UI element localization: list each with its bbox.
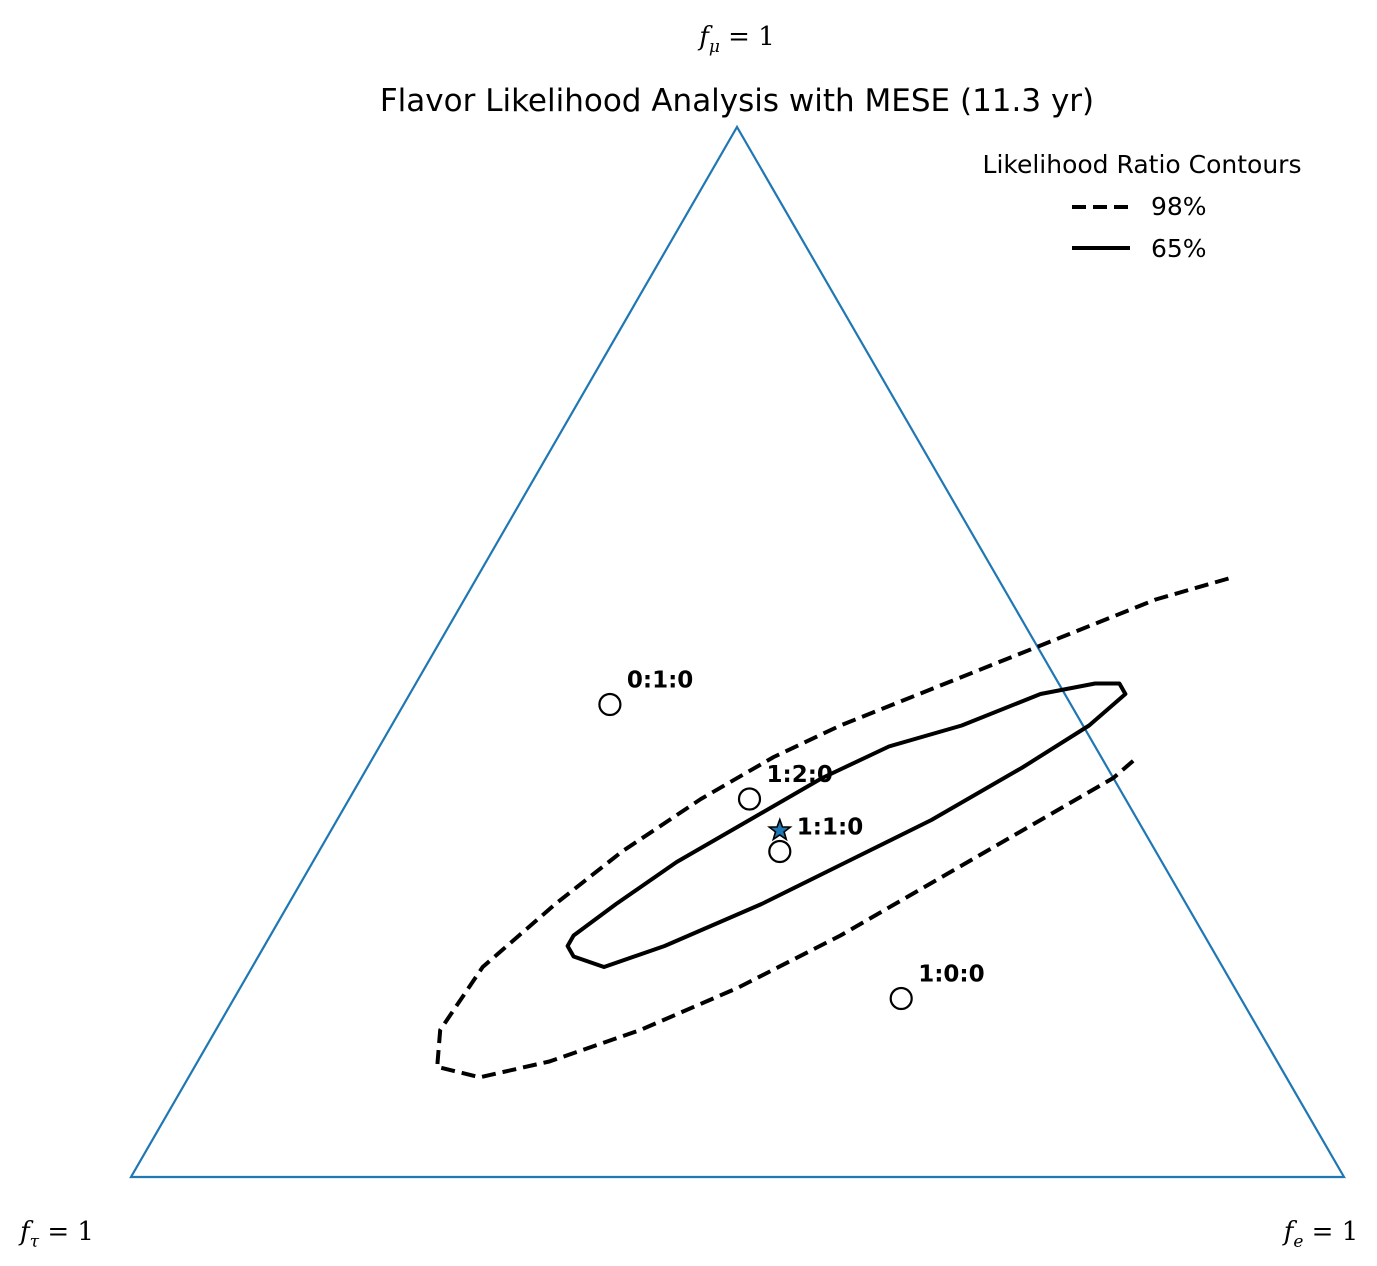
contour-65: [565, 681, 1128, 969]
corner-label-e: fe = 1: [1282, 1217, 1359, 1252]
legend-label-98: 98%: [1151, 192, 1207, 221]
ref-label-0-1-0: 0:1:0: [627, 668, 693, 694]
ref-point-0-1-0: [598, 692, 622, 717]
legend-label-65: 65%: [1151, 234, 1207, 263]
legend: Likelihood Ratio Contours 98% 65%: [983, 150, 1302, 263]
ternary-triangle: [129, 124, 1346, 1179]
ref-point-1-0-0: [889, 986, 913, 1011]
chart-title: Flavor Likelihood Analysis with MESE (11…: [380, 83, 1094, 119]
corner-label-tau: fτ = 1: [18, 1217, 94, 1252]
corner-label-mu: fμ = 1: [697, 22, 775, 57]
best-fit-star-icon: [767, 817, 793, 842]
ref-point-1-2-0: [737, 787, 762, 811]
ref-label-1-0-0: 1:0:0: [918, 962, 984, 988]
best-fit-layer: [767, 817, 793, 842]
ref-point-1-1-0: [768, 839, 792, 864]
ref-label-1-2-0: 1:2:0: [767, 762, 833, 788]
legend-title: Likelihood Ratio Contours: [983, 150, 1302, 179]
ref-label-1-1-0: 1:1:0: [797, 815, 863, 841]
contour-layer: [435, 576, 1230, 1080]
contour-98: [435, 576, 1230, 1080]
reference-points-layer: 0:1:0 1:2:0 1:1:0 1:0:0: [598, 668, 985, 1011]
